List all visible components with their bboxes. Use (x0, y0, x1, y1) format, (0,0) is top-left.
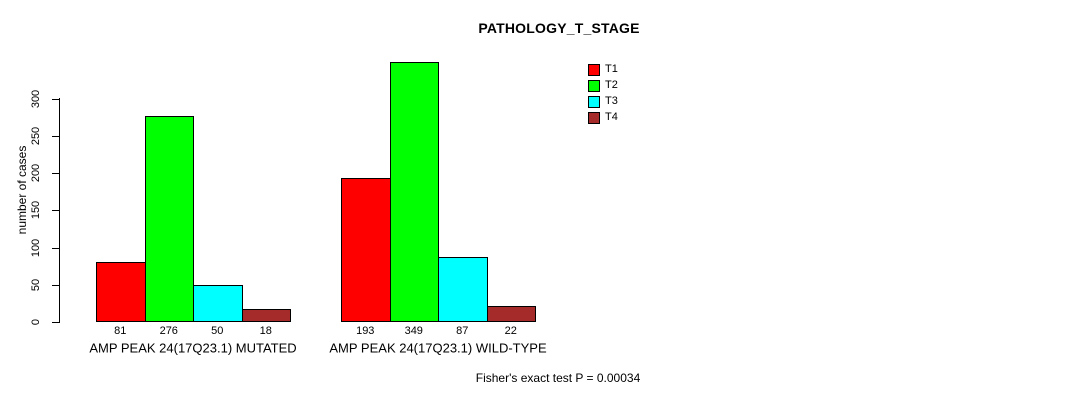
y-tick-label: 250 (30, 126, 42, 146)
legend-swatch-t1 (588, 63, 600, 76)
bar-value-label: 50 (211, 325, 224, 337)
y-tick-label: 0 (30, 318, 42, 326)
legend-swatch-t2 (588, 79, 600, 92)
legend-row-t1: T1 (588, 63, 618, 76)
legend-row-t3: T3 (588, 95, 618, 108)
bar-t2-group2 (389, 62, 439, 322)
category-label: AMP PEAK 24(17Q23.1) WILD-TYPE (329, 340, 547, 356)
y-tick-mark (52, 136, 59, 137)
bar-value-label: 193 (356, 325, 375, 337)
bar-value-label: 276 (159, 325, 178, 337)
y-tick-label: 50 (30, 278, 42, 292)
legend-label-t3: T3 (605, 95, 618, 107)
chart-title: PATHOLOGY_T_STAGE (478, 20, 640, 36)
y-tick-mark (52, 322, 59, 323)
y-tick-mark (52, 285, 59, 286)
legend: T1 T2 T3 T4 (588, 63, 618, 128)
bar-value-label: 22 (504, 325, 517, 337)
bar-value-label: 81 (114, 325, 127, 337)
y-axis-title: number of cases (15, 145, 29, 235)
bar-value-label: 349 (404, 325, 423, 337)
bar-t4-group2 (486, 306, 536, 322)
legend-label-t4: T4 (605, 111, 618, 123)
bar-t3-group1 (193, 285, 243, 322)
y-tick-label: 200 (30, 163, 42, 183)
bar-t3-group2 (438, 257, 488, 322)
category-label: AMP PEAK 24(17Q23.1) MUTATED (89, 340, 297, 356)
legend-row-t4: T4 (588, 111, 618, 124)
y-tick-label: 100 (30, 238, 42, 258)
legend-label-t1: T1 (605, 63, 618, 75)
bar-t2-group1 (144, 116, 194, 322)
y-axis-line (59, 98, 60, 323)
bar-value-label: 18 (259, 325, 272, 337)
bar-value-label: 87 (456, 325, 469, 337)
legend-swatch-t3 (588, 95, 600, 108)
y-tick-mark (52, 99, 59, 100)
y-tick-mark (52, 173, 59, 174)
bar-t1-group1 (96, 262, 146, 322)
y-tick-mark (52, 210, 59, 211)
fisher-test-annotation: Fisher's exact test P = 0.00034 (475, 371, 641, 385)
legend-swatch-t4 (588, 111, 600, 124)
bar-t4-group1 (241, 309, 291, 322)
y-tick-label: 300 (30, 89, 42, 109)
bar-t1-group2 (341, 178, 391, 322)
y-tick-mark (52, 248, 59, 249)
y-tick-label: 150 (30, 200, 42, 220)
legend-label-t2: T2 (605, 79, 618, 91)
legend-row-t2: T2 (588, 79, 618, 92)
